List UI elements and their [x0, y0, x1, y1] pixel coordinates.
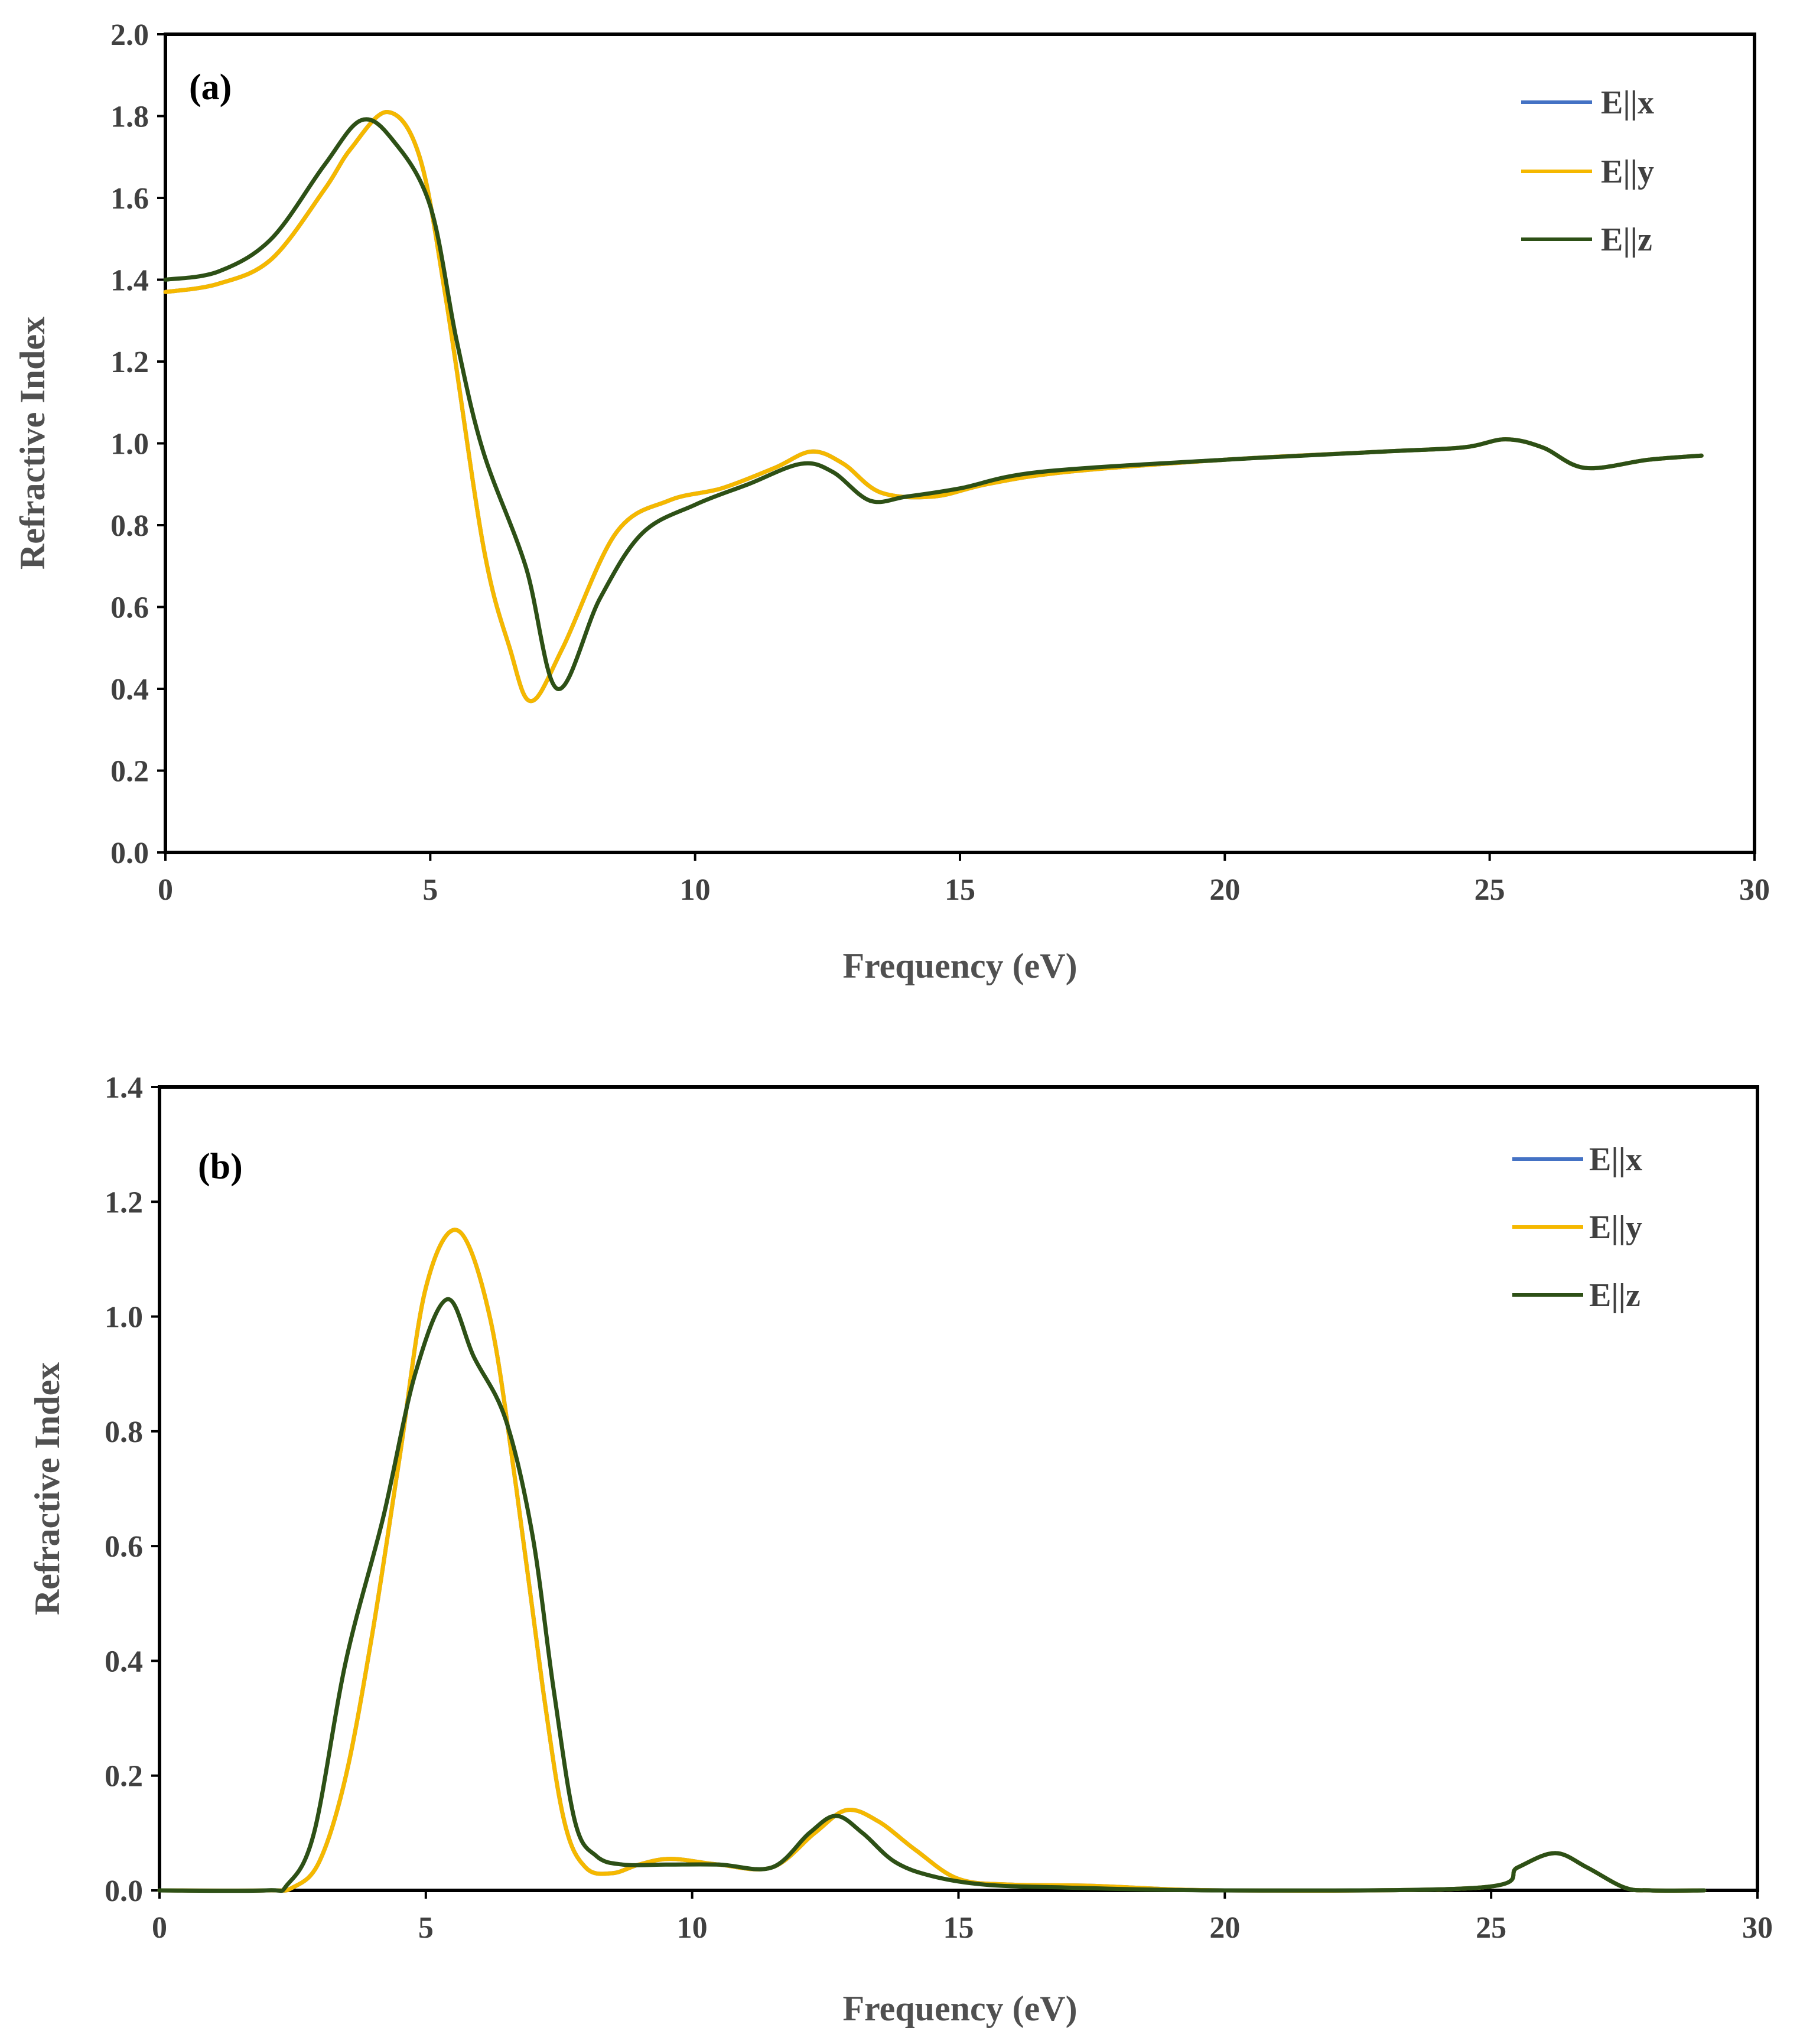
y-tick-label: 0.2	[105, 1760, 143, 1794]
y-axis-ticks: 0.0 0.2 0.4 0.6 0.8 1.0 1.2 1.4	[105, 1071, 160, 1908]
panel-label: (b)	[198, 1147, 243, 1187]
x-tick-label: 5	[418, 1911, 434, 1945]
y-tick-label: 2.0	[110, 18, 149, 52]
y-tick-label: 1.0	[105, 1301, 143, 1335]
legend: E||x E||y E||z	[1521, 84, 1654, 258]
x-tick-label: 30	[1739, 873, 1770, 907]
x-tick-label: 10	[677, 1911, 708, 1945]
y-tick-label: 1.8	[110, 100, 149, 134]
y-tick-label: 1.4	[110, 264, 149, 298]
y-tick-label: 0.4	[105, 1645, 143, 1678]
y-tick-label: 0.6	[105, 1530, 143, 1564]
y-tick-label: 0.8	[110, 509, 149, 543]
y-axis-title: Refractive Index	[28, 1362, 67, 1615]
panel-label: (a)	[189, 67, 232, 108]
x-tick-label: 30	[1742, 1911, 1773, 1945]
chart-panel-a: 0.0 0.2 0.4 0.6 0.8 1.0 1.2 1.4 1.6 1.8 2.0 0 5 10 15…	[13, 18, 1770, 985]
x-tick-label: 20	[1209, 1911, 1240, 1945]
x-axis-ticks: 0 5 10 15 20 25 30	[158, 852, 1770, 907]
legend: E||x E||y E||z	[1512, 1141, 1642, 1314]
y-tick-label: 1.2	[105, 1186, 143, 1219]
y-tick-label: 0.0	[110, 837, 149, 870]
x-tick-label: 20	[1209, 873, 1240, 907]
x-tick-label: 0	[158, 873, 173, 907]
x-tick-label: 10	[680, 873, 711, 907]
x-tick-label: 25	[1474, 873, 1505, 907]
y-tick-label: 1.0	[110, 428, 149, 461]
chart-panel-b: 0.0 0.2 0.4 0.6 0.8 1.0 1.2 1.4 0 5 10 15 20 25 30 (b…	[28, 1071, 1773, 2028]
x-tick-label: 0	[152, 1911, 167, 1945]
y-tick-label: 1.6	[110, 182, 149, 216]
x-axis-title: Frequency (eV)	[842, 946, 1077, 985]
x-tick-label: 15	[943, 1911, 974, 1945]
x-axis-title: Frequency (eV)	[842, 1989, 1077, 2028]
y-tick-label: 0.4	[110, 673, 149, 707]
y-tick-label: 1.2	[110, 346, 149, 379]
legend-label-y: E||y	[1601, 154, 1654, 190]
plot-area	[158, 1085, 1759, 1892]
legend-label-y: E||y	[1589, 1209, 1642, 1246]
series-layer	[163, 110, 1704, 704]
series-layer	[157, 1228, 1707, 1893]
y-axis-title: Refractive Index	[13, 317, 52, 569]
y-tick-label: 0.0	[105, 1874, 143, 1908]
legend-label-x: E||x	[1601, 84, 1654, 121]
legend-label-z: E||z	[1601, 222, 1652, 258]
y-tick-label: 0.6	[110, 591, 149, 625]
y-tick-label: 0.8	[105, 1415, 143, 1449]
x-tick-label: 5	[422, 873, 438, 907]
series-line-ez	[157, 1297, 1707, 1893]
x-axis-ticks: 0 5 10 15 20 25 30	[152, 1890, 1773, 1945]
legend-label-x: E||x	[1589, 1141, 1642, 1178]
y-tick-label: 1.4	[105, 1071, 143, 1105]
y-axis-ticks: 0.0 0.2 0.4 0.6 0.8 1.0 1.2 1.4 1.6 1.8 2.0	[110, 18, 165, 870]
x-tick-label: 25	[1476, 1911, 1506, 1945]
x-tick-label: 15	[945, 873, 975, 907]
series-line-ez	[163, 117, 1704, 691]
legend-label-z: E||z	[1589, 1277, 1640, 1314]
y-tick-label: 0.2	[110, 755, 149, 789]
